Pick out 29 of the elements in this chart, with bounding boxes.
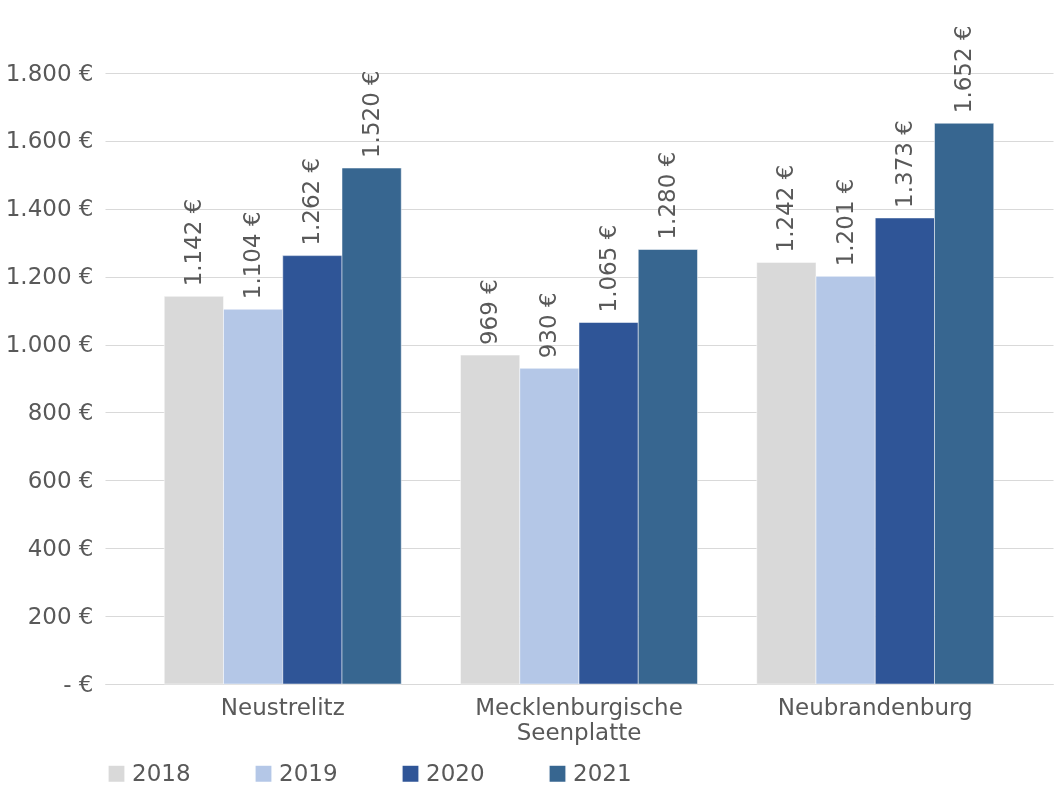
legend-label: 2020 [426, 759, 485, 786]
y-tick-label: 1.400 € [5, 195, 94, 222]
x-tick-label: Neubrandenburg [777, 693, 973, 720]
y-tick-label: 200 € [27, 602, 94, 629]
data-label: 1.520 € [357, 70, 384, 159]
data-label: 1.242 € [772, 164, 799, 253]
y-tick-label: 1.200 € [5, 263, 94, 290]
legend-label: 2019 [279, 759, 338, 786]
legend-label: 2018 [132, 759, 191, 786]
data-label: 1.373 € [890, 120, 917, 208]
data-label: 1.201 € [831, 178, 858, 267]
legend-label: 2021 [573, 759, 632, 786]
data-label: 1.652 € [950, 25, 977, 114]
y-tick-label: 800 € [27, 398, 94, 425]
data-label: 969 € [476, 279, 503, 346]
data-label: 1.142 € [179, 198, 206, 287]
x-tick-label: Neustrelitz [220, 693, 345, 720]
data-label: 930 € [535, 292, 562, 359]
y-tick-label: 400 € [27, 534, 94, 561]
x-tick-label: Mecklenburgische Seenplatte [475, 693, 683, 745]
y-tick-label: 1.600 € [5, 127, 94, 154]
y-tick-label: - € [63, 670, 94, 697]
data-label: 1.280 € [653, 151, 680, 240]
y-tick-label: 1.000 € [5, 331, 94, 358]
y-tick-label: 1.800 € [5, 59, 94, 86]
data-label: 1.065 € [594, 224, 621, 313]
y-tick-label: 600 € [27, 466, 94, 493]
data-label: 1.262 € [298, 157, 325, 246]
data-label: 1.104 € [239, 211, 266, 300]
